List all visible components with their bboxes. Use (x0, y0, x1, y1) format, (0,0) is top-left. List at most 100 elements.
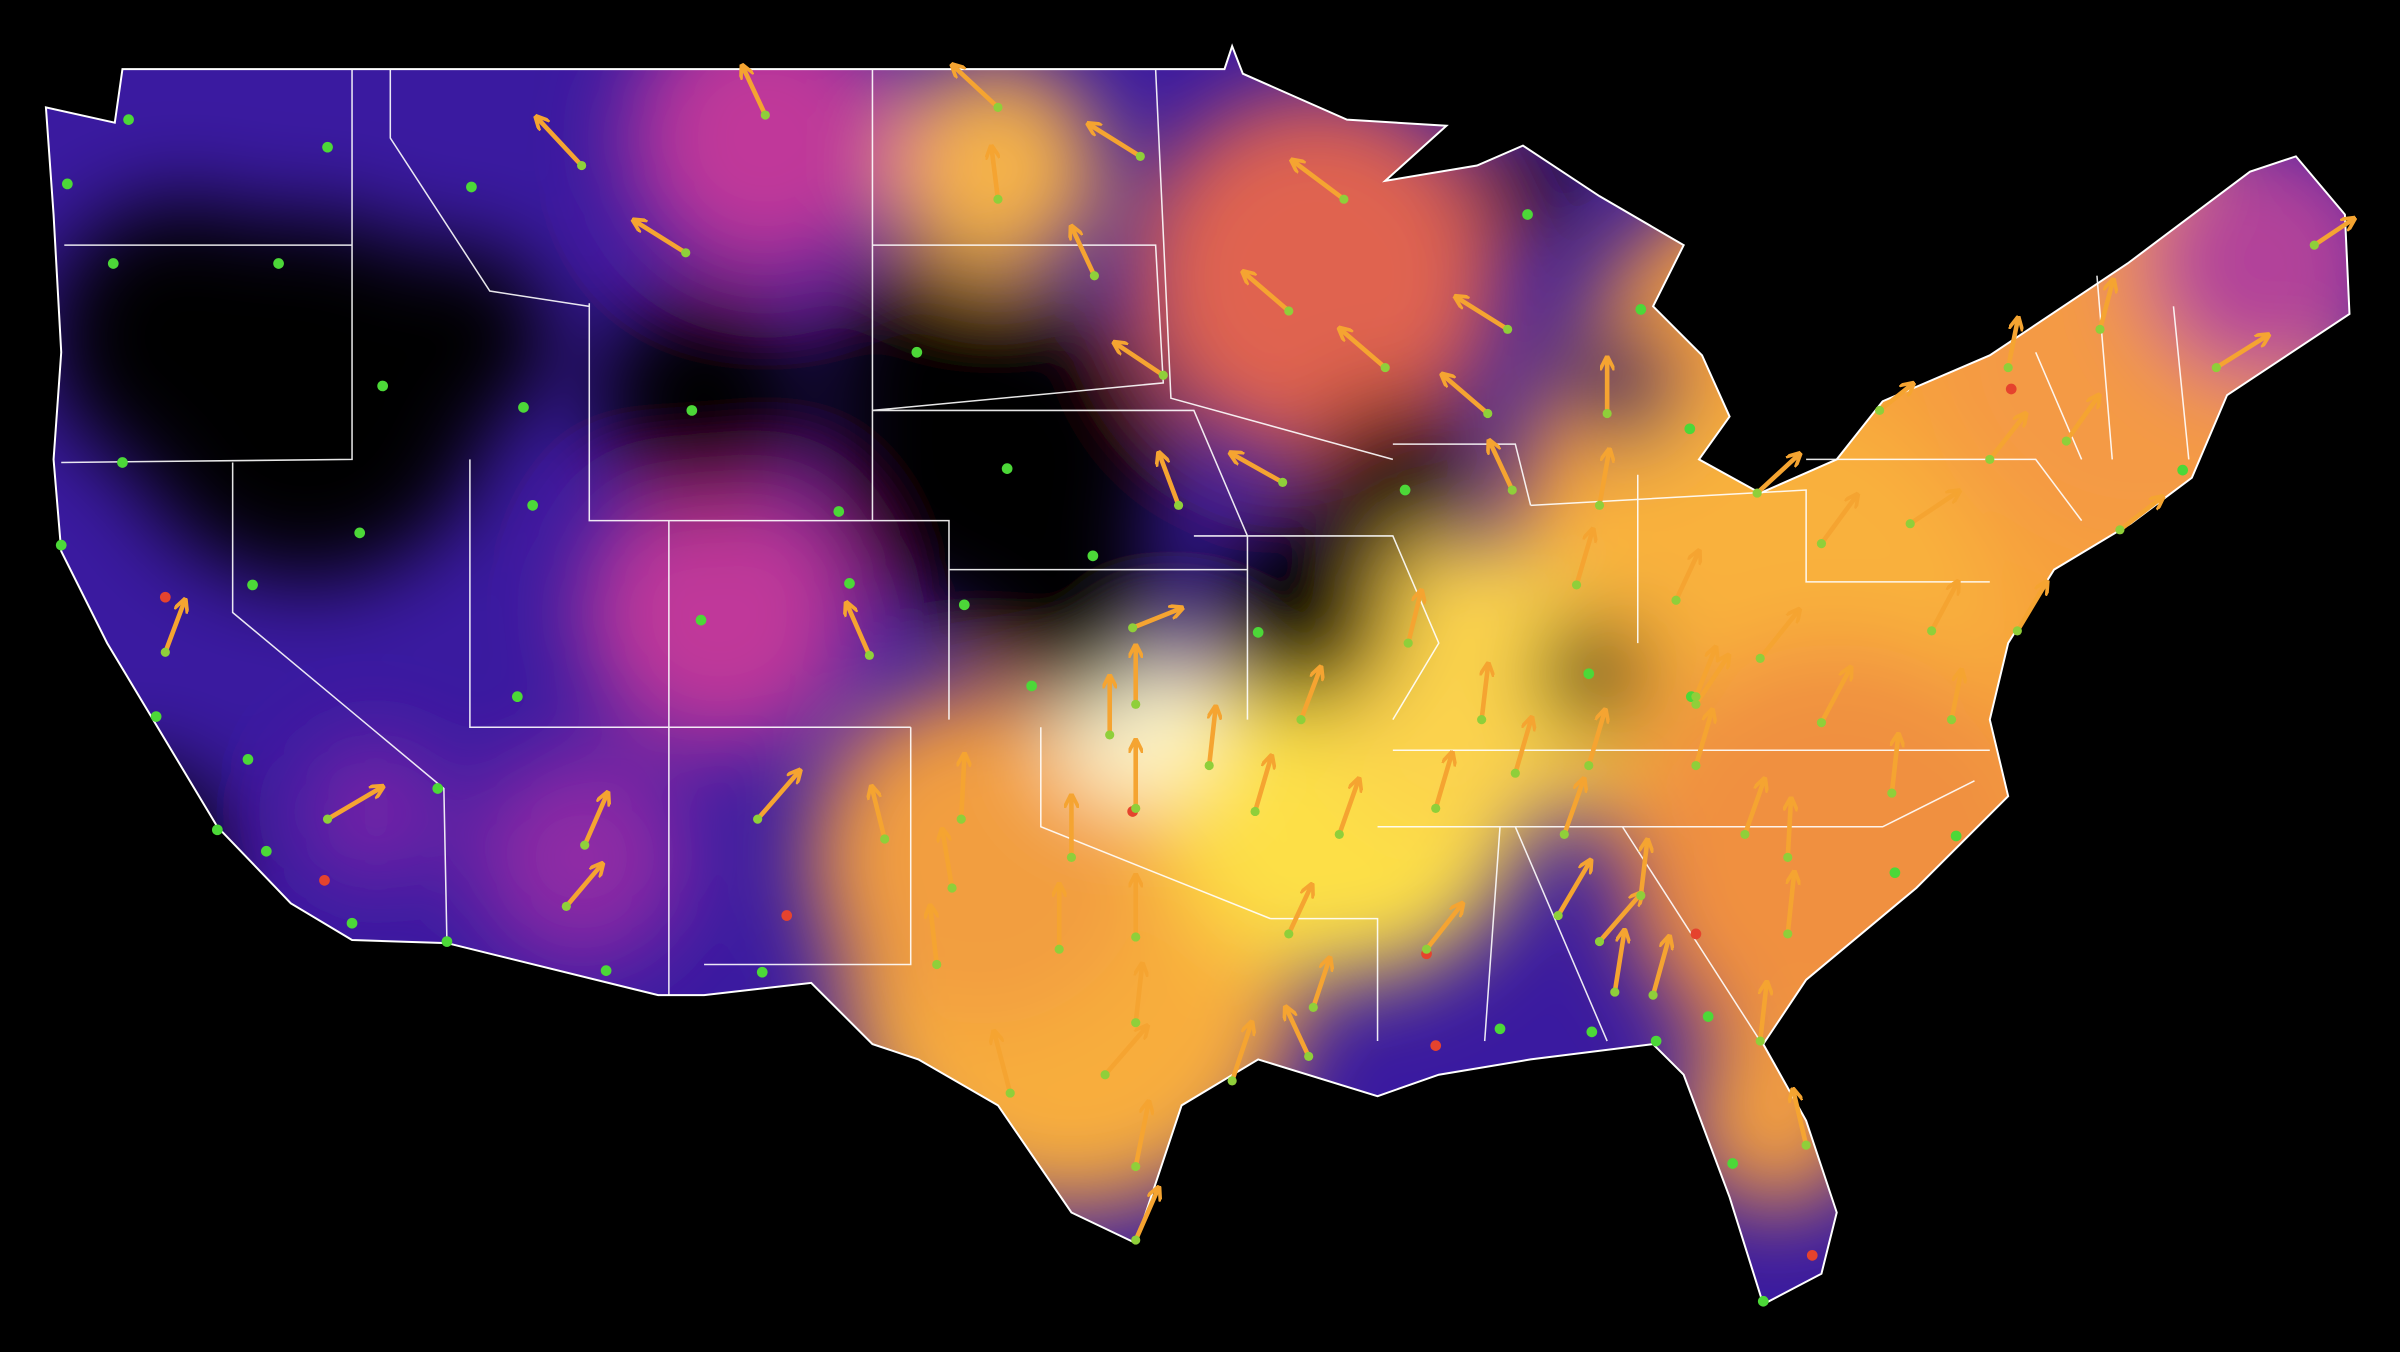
station-dot (123, 114, 134, 125)
station-dot-alert (1430, 1040, 1442, 1051)
arrow-origin (2012, 626, 2022, 636)
station-dot (432, 783, 444, 794)
station-dot (1757, 1295, 1769, 1307)
wind-arrow (2015, 585, 2045, 634)
arrow-origin (1905, 519, 1915, 529)
arrow-origin (956, 814, 966, 824)
wind-arrow (1424, 906, 1461, 952)
wind-arrow (1907, 493, 1956, 526)
wind-arrow (1246, 274, 1292, 314)
wind-arrow (872, 790, 887, 842)
arrow-origin (1507, 485, 1517, 495)
arrow-origin (1510, 768, 1520, 778)
wind-arrow (1949, 674, 1961, 722)
station-dot (260, 845, 272, 857)
station-dot (1950, 830, 1962, 842)
arrow-origin (1740, 829, 1750, 840)
wind-arrow (1819, 671, 1849, 725)
station-dot (107, 258, 119, 269)
wind-arrow (1819, 498, 1855, 546)
station-dot-alert (159, 591, 171, 603)
arrow-origin (1887, 788, 1897, 798)
wind-arrow (1160, 456, 1181, 508)
arrow-origin (1131, 1161, 1141, 1172)
arrow-origin (1131, 803, 1141, 813)
station-dot (211, 824, 223, 836)
wind-arrow (163, 603, 183, 655)
arrow-origin (1752, 488, 1762, 498)
station-dot (958, 599, 970, 611)
station-dot (686, 405, 698, 416)
arrow-origin (1334, 829, 1344, 840)
wind-arrow (1117, 345, 1166, 378)
arrow-origin (1594, 936, 1605, 947)
wind-arrow (1693, 658, 1727, 707)
arrow-origin (681, 248, 691, 258)
wind-arrow (1091, 126, 1143, 159)
arrow-origin (1131, 932, 1141, 942)
wind-arrow (1586, 714, 1604, 768)
station-dot (1889, 867, 1901, 879)
station-dot-alert (1806, 1249, 1818, 1261)
stations (55, 102, 2319, 1307)
station-dot (1399, 484, 1411, 496)
station-dot (1650, 1035, 1662, 1047)
arrow-origin (1339, 194, 1349, 204)
wind-arrow (2005, 322, 2017, 370)
station-dot (322, 141, 333, 153)
station-dot (55, 539, 67, 551)
arrow-origin (1503, 324, 1513, 334)
arrow-origin (1801, 1140, 1811, 1150)
arrow-origin (1648, 990, 1658, 1000)
wind-arrow (1757, 986, 1766, 1044)
arrow-origin (2061, 436, 2071, 446)
arrow-origin (2115, 525, 2125, 535)
station-dot (844, 578, 855, 589)
heat-blob (1316, 398, 1470, 552)
arrow-origin (1173, 500, 1184, 510)
wind-arrow (325, 789, 380, 822)
station-dot (1026, 680, 1037, 692)
wind-arrow (1742, 782, 1763, 837)
wind-arrow (943, 833, 955, 891)
wind-arrow (1133, 1105, 1148, 1169)
arrow-origin (1594, 500, 1605, 510)
wind-arrow (955, 68, 1001, 110)
wind-arrow (2117, 499, 2160, 533)
wind-arrow (1513, 721, 1530, 776)
arrow-origin (1816, 539, 1827, 549)
wind-arrow (1133, 1191, 1157, 1243)
arrow-origin (880, 834, 890, 844)
arrow-origin (1755, 1036, 1765, 1046)
arrow-origin (1054, 944, 1064, 954)
station-dot (61, 178, 73, 190)
arrow-origin (753, 814, 763, 824)
station-dot (2177, 464, 2189, 476)
arrow-origin (1131, 699, 1141, 709)
station-dot (756, 966, 768, 978)
wind-arrow (2097, 283, 2112, 332)
wind-arrow (1295, 162, 1347, 202)
arrow-origin (1875, 405, 1885, 416)
arrow-origin (160, 647, 170, 657)
state-borders (61, 69, 2190, 1042)
wind-arrow (1405, 594, 1420, 646)
wind-arrow (1234, 455, 1285, 485)
arrow-origin (1755, 653, 1765, 663)
arrow-origin (1204, 760, 1214, 771)
wind-arrow (564, 867, 600, 909)
arrow-origin (1602, 408, 1612, 419)
heat-blob (306, 742, 444, 881)
wind-arrow (1555, 864, 1589, 918)
wind-arrow (1073, 230, 1097, 279)
wind-arrow (1229, 1026, 1250, 1084)
arrow-origin (1946, 715, 1957, 725)
arrow-origin (1380, 362, 1390, 373)
heat-blob (1132, 92, 1500, 460)
arrow-origin (2211, 362, 2221, 373)
wind-arrow (1336, 782, 1357, 837)
wind-arrow (1693, 714, 1711, 768)
arrow-origin (864, 650, 874, 660)
